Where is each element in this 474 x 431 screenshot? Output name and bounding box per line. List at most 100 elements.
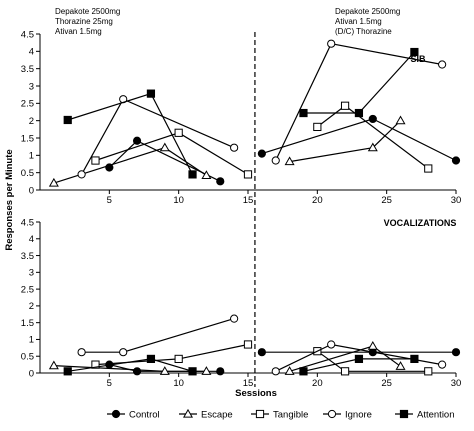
legend-label-control: Control	[129, 410, 160, 421]
y-tick-label-sib-9: 4.5	[21, 29, 34, 40]
legend: Control Escape Tangible Ignore Attention	[107, 408, 455, 421]
point-vocalizations-attention-1-2	[146, 354, 156, 364]
point-vocalizations-ignore-1-3	[230, 314, 239, 323]
point-sib-control-2-2	[368, 114, 377, 124]
x-tick-label-sib-5: 30	[451, 195, 462, 206]
panel-sib: 0 0.5 1 1.5 2 2.5 3 3.5 4 4.5 5 10 15 20 25 30	[21, 29, 462, 206]
legend-item-control: Control	[107, 410, 160, 421]
point-sib-tangible-1-1	[91, 156, 100, 165]
phase-note-right: Depakote 2500mg Ativan 1.5mg (D/C) Thora…	[335, 7, 400, 36]
legend-label-escape: Escape	[201, 410, 233, 421]
point-vocalizations-escape-1-3	[201, 366, 212, 375]
y-tick-label-sib-6: 3	[29, 81, 34, 92]
point-vocalizations-tangible-1-2	[174, 354, 183, 364]
x-tick-label-vocalizations-2: 15	[243, 378, 254, 389]
series-sib-ignore	[77, 39, 447, 179]
x-tick-label-vocalizations-5: 30	[451, 378, 462, 389]
panel-vocalizations: 0 0.5 1 1.5 2 2.5 3 3.5 4 4.5 5 10 15 20 25 30	[21, 217, 462, 389]
point-vocalizations-control-2-3	[451, 348, 461, 357]
y-tick-label-vocalizations-0: 0	[29, 368, 34, 379]
legend-label-attention: Attention	[417, 410, 455, 421]
series-sib-escape	[48, 115, 406, 187]
point-vocalizations-escape-2-1	[284, 366, 295, 375]
phase-note-right-line-1: Depakote 2500mg	[335, 7, 400, 16]
point-sib-attention-2-3	[410, 47, 419, 57]
point-vocalizations-escape-2-2	[367, 341, 378, 350]
y-tick-label-sib-0: 0	[29, 185, 34, 196]
point-vocalizations-escape-2-3	[395, 361, 406, 370]
legend-marker-tangible	[255, 409, 265, 419]
point-sib-escape-1-2	[159, 142, 170, 152]
point-sib-ignore-1-3	[230, 143, 239, 152]
point-vocalizations-tangible-2-2	[340, 367, 350, 376]
y-tick-label-vocalizations-5: 2.5	[21, 284, 34, 295]
point-vocalizations-attention-1-3	[188, 367, 197, 376]
point-vocalizations-control-1-2	[132, 367, 142, 376]
x-tick-label-sib-4: 25	[381, 195, 392, 206]
x-tick-label-vocalizations-1: 10	[173, 378, 184, 389]
phase-note-left-line-1: Depakote 2500mg	[55, 7, 120, 16]
legend-label-tangible: Tangible	[273, 410, 308, 421]
y-tick-label-sib-2: 1	[29, 151, 34, 162]
point-vocalizations-tangible-2-3	[424, 367, 433, 376]
point-vocalizations-control-2-1	[257, 348, 266, 357]
y-tick-label-vocalizations-9: 4.5	[21, 217, 34, 228]
point-sib-control-2-3	[451, 156, 461, 165]
y-tick-label-vocalizations-1: 0.5	[21, 352, 34, 363]
point-sib-tangible-2-1	[313, 122, 322, 132]
x-tick-label-sib-0: 5	[107, 195, 112, 206]
series-line-vocalizations-ignore-phase-1	[81, 318, 235, 353]
legend-marker-control	[111, 409, 121, 419]
point-sib-escape-2-1	[284, 156, 295, 166]
point-vocalizations-escape-1-1	[48, 360, 59, 370]
y-tick-label-sib-1: 0.5	[21, 168, 34, 179]
series-line-sib-escape-phase-2	[289, 120, 401, 163]
point-sib-ignore-1-1	[77, 170, 86, 179]
series-sib-attention	[63, 47, 419, 179]
point-sib-control-1-3	[216, 177, 225, 186]
x-tick-label-vocalizations-3: 20	[312, 378, 323, 389]
point-vocalizations-escape-1-2	[159, 366, 170, 375]
y-tick-label-sib-5: 2.5	[21, 99, 34, 110]
legend-item-ignore: Ignore	[323, 410, 372, 421]
point-sib-attention-2-1	[299, 108, 308, 118]
y-tick-label-sib-7: 3.5	[21, 64, 34, 75]
point-sib-escape-1-3	[201, 170, 212, 180]
series-sib-tangible	[91, 101, 433, 179]
point-vocalizations-ignore-2-2	[327, 340, 336, 349]
point-vocalizations-ignore-1-1	[77, 348, 86, 357]
point-sib-tangible-2-3	[424, 164, 433, 173]
point-sib-escape-1-1	[48, 177, 59, 187]
x-tick-label-vocalizations-4: 25	[381, 378, 392, 389]
legend-label-ignore: Ignore	[345, 410, 372, 421]
point-sib-ignore-2-3	[438, 60, 447, 69]
point-sib-attention-1-2	[146, 89, 156, 98]
y-axis-title: Responses per Minute	[4, 149, 15, 250]
y-tick-label-vocalizations-4: 2	[29, 301, 34, 312]
point-sib-attention-1-1	[63, 115, 72, 125]
phase-note-left: Depakote 2500mg Thorazine 25mg Ativan 1.…	[55, 7, 120, 36]
point-sib-attention-1-3	[188, 170, 197, 179]
legend-item-escape: Escape	[179, 408, 233, 421]
series-vocalizations-escape	[48, 341, 406, 375]
point-sib-ignore-2-1	[271, 156, 280, 165]
point-sib-control-1-2	[132, 136, 142, 145]
series-line-sib-tangible-phase-1	[95, 132, 249, 175]
series-vocalizations-attention	[63, 354, 419, 376]
y-tick-label-vocalizations-6: 3	[29, 268, 34, 279]
legend-marker-escape	[182, 408, 194, 418]
point-sib-tangible-1-3	[243, 170, 253, 179]
point-vocalizations-attention-2-1	[299, 367, 308, 376]
y-tick-label-vocalizations-2: 1	[29, 335, 34, 346]
x-axis-title: Sessions	[235, 388, 277, 399]
legend-item-tangible: Tangible	[251, 410, 308, 421]
phase-note-right-line-2: Ativan 1.5mg	[335, 17, 382, 26]
point-sib-ignore-2-2	[327, 39, 336, 48]
y-tick-label-sib-3: 1.5	[21, 133, 34, 144]
point-vocalizations-attention-2-2	[354, 354, 364, 364]
series-line-sib-escape-phase-1	[53, 147, 207, 184]
point-vocalizations-control-1-3	[216, 367, 225, 376]
phase-note-right-line-3: (D/C) Thorazine	[335, 27, 392, 36]
x-tick-label-vocalizations-0: 5	[107, 378, 112, 389]
